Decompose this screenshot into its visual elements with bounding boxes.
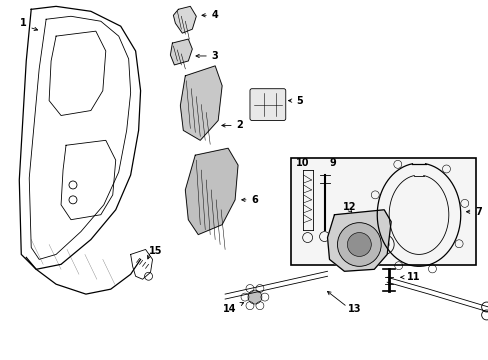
Circle shape [247,290,262,304]
Polygon shape [173,6,196,33]
FancyBboxPatch shape [249,89,285,121]
Polygon shape [170,39,192,65]
Text: 11: 11 [400,272,420,282]
Circle shape [337,223,381,266]
Text: 1: 1 [20,18,26,28]
Text: 3: 3 [196,51,218,61]
Polygon shape [180,66,222,140]
Text: 6: 6 [241,195,258,205]
Text: 9: 9 [328,158,335,168]
Text: 8: 8 [355,243,369,252]
Polygon shape [185,148,238,235]
Bar [290,158,475,265]
Text: 13: 13 [347,304,360,314]
Text: 14: 14 [223,302,243,314]
Text: 15: 15 [148,247,162,256]
Text: 5: 5 [288,96,303,105]
Text: 7: 7 [466,207,481,217]
Text: 10: 10 [295,158,309,168]
Text: 12: 12 [342,202,355,212]
Text: 4: 4 [202,10,218,20]
Polygon shape [327,210,390,271]
Circle shape [346,233,370,256]
Text: 2: 2 [222,121,243,130]
